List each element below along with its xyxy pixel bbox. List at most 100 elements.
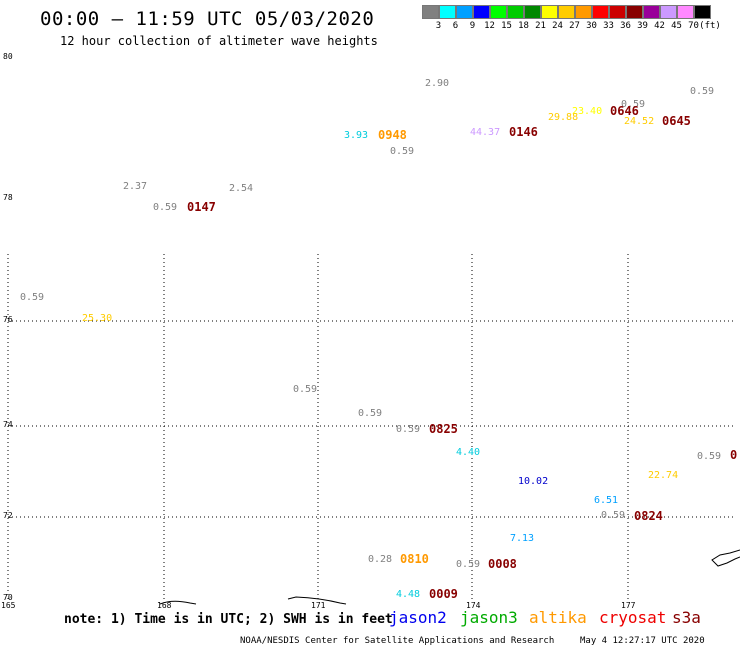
legend-label: 30 [586,21,597,31]
pass-time: 0646 [610,104,639,118]
legend-labels: 3 6 9 12 15 18 21 24 27 30 33 36 39 42 45 70 (ft) [422,19,721,33]
legend-swatches [422,5,711,19]
swh-value: 0.59 [20,292,45,303]
map-title: 00:00 – 11:59 UTC 05/03/2020 [40,8,375,30]
legend-swatch [660,5,677,19]
pass-time: 0645 [662,114,691,128]
legend-label: 12 [484,21,495,31]
color-legend: 3 6 9 12 15 18 21 24 27 30 33 36 39 42 45 70 (ft) [422,5,721,33]
lat-tick-label: 78 [3,193,13,202]
legend-swatch [422,5,439,19]
swh-value: 44.37 [470,127,501,138]
swh-value: 25.30 [82,313,113,324]
coastline [159,549,740,605]
legend-swatch [473,5,490,19]
swh-value: 2.90 [425,78,450,89]
legend-label: 15 [501,21,512,31]
legend-swatch [490,5,507,19]
coastline-segment [159,600,197,605]
pass-time: 0824 [634,509,663,523]
swh-value: 0.28 [368,554,393,565]
swh-value: 4.48 [396,589,421,600]
legend-swatch [677,5,694,19]
legend-swatch [524,5,541,19]
graticule [7,254,735,600]
legend-swatch [558,5,575,19]
swh-value: 0.59 [293,384,318,395]
legend-swatch [541,5,558,19]
legend-label: 39 [637,21,648,31]
legend-label: 45 [671,21,682,31]
legend-swatch [575,5,592,19]
swh-value: 7.13 [510,533,535,544]
swh-value: 0.59 [697,451,722,462]
legend-swatch [626,5,643,19]
legend-label: 3 [435,21,442,31]
swh-value: 3.93 [344,130,369,141]
lon-tick-label: 174 [466,601,481,610]
footnote: note: 1) Time is in UTC; 2) SWH is in fe… [64,612,393,627]
legend-label: 70 [688,21,699,31]
lon-tick-label: 165 [1,601,16,610]
coastline-segment [287,596,347,605]
legend-label: 6 [452,21,459,31]
satellite-altika: altika [529,608,587,627]
legend-swatch [694,5,711,19]
lat-tick-label: 70 [3,593,13,602]
swh-value: 0.59 [390,146,415,157]
coastline-segment [711,549,740,567]
legend-swatch [456,5,473,19]
swh-value: 0.59 [601,510,626,521]
pass-time: 0 [730,448,738,462]
swh-value: 22.74 [648,470,679,481]
legend-label: 21 [535,21,546,31]
lon-tick-label: 168 [157,601,172,610]
legend-label: 9 [469,21,476,31]
satellite-s3a: s3a [672,608,701,627]
satellite-jason3: jason3 [460,608,518,627]
generated-timestamp: May 4 12:27:17 UTC 2020 [580,636,705,646]
pass-time: 0008 [488,557,517,571]
swh-value: 29.88 [548,112,579,123]
lat-tick-label: 72 [3,511,13,520]
swh-value: 0.59 [396,424,421,435]
legend-label: 27 [569,21,580,31]
satellite-jason2: jason2 [389,608,447,627]
legend-label: 18 [518,21,529,31]
pass-time: 0147 [187,200,216,214]
legend-label: 24 [552,21,563,31]
pass-time: 0825 [429,422,458,436]
lat-tick-label: 80 [3,52,13,61]
lat-tick-label: 76 [3,315,13,324]
pass-time: 0948 [378,128,407,142]
lon-tick-label: 177 [621,601,636,610]
legend-swatch [592,5,609,19]
pass-time: 0146 [509,125,538,139]
swh-value: 0.59 [358,408,383,419]
legend-swatch [507,5,524,19]
swh-value: 2.54 [229,183,254,194]
swh-value: 0.59 [690,86,715,97]
legend-unit: (ft) [699,21,721,31]
swh-value: 23.40 [572,106,603,117]
swh-value: 6.51 [594,495,619,506]
swh-value: 0.59 [621,99,646,110]
swh-value: 0.59 [153,202,178,213]
pass-time: 0009 [429,587,458,601]
lon-tick-label: 171 [311,601,326,610]
legend-swatch [643,5,660,19]
legend-swatch [439,5,456,19]
legend-swatch [609,5,626,19]
legend-label: 33 [603,21,614,31]
lat-tick-label: 74 [3,420,13,429]
legend-label: 42 [654,21,665,31]
satellite-cryosat: cryosat [599,608,667,627]
credit-line: NOAA/NESDIS Center for Satellite Applica… [240,636,555,646]
map-subtitle: 12 hour collection of altimeter wave hei… [60,34,378,48]
swh-value: 4.40 [456,447,481,458]
pass-time: 0810 [400,552,429,566]
swh-value: 24.52 [624,116,655,127]
legend-label: 36 [620,21,631,31]
swh-value: 0.59 [456,559,481,570]
